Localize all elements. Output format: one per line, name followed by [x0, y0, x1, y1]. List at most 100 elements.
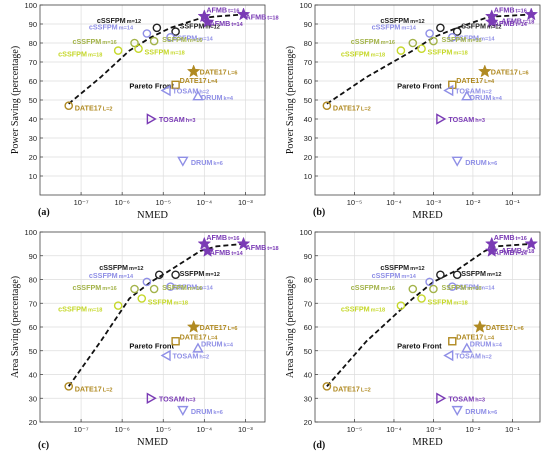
marker-circle	[322, 101, 332, 110]
data-point: SSFPMm=12	[452, 269, 501, 280]
point-label: AFMBt=14	[210, 19, 244, 28]
point-label: cSSFPMm=12	[99, 263, 143, 272]
y-tick-label: 20	[29, 418, 37, 427]
y-tick-label: 30	[304, 394, 312, 403]
point-label: cSSFPMm=12	[380, 16, 424, 25]
data-point: cSSFPMm=14	[372, 271, 434, 287]
point-label: AFMBt=16	[206, 233, 239, 242]
y-tick-label: 90	[29, 20, 37, 29]
marker-triangle-down	[177, 156, 189, 167]
point-label: TOSAMh=3	[448, 394, 485, 403]
point-label: DATE17L=4	[456, 332, 495, 341]
marker-star	[524, 7, 539, 21]
pareto-front-line	[68, 13, 244, 105]
point-label: TOSAMh=2	[455, 352, 492, 361]
point-label: cSSFPMm=18	[58, 50, 102, 59]
data-point: DRUMk=6	[451, 405, 497, 416]
marker-circle	[171, 270, 180, 280]
panel-label: (b)	[313, 207, 325, 218]
x-tick-label: 10⁻⁴	[197, 198, 213, 207]
y-tick-label: 80	[304, 276, 312, 285]
marker-circle	[166, 282, 175, 291]
data-point: cSSFPMm=12	[97, 16, 162, 33]
point-label: AFMBt=18	[501, 246, 534, 255]
marker-circle	[447, 282, 457, 291]
y-axis-title: Area Saving (percentage)	[285, 276, 296, 378]
point-label: DATE17L=2	[75, 104, 113, 113]
point-label: SSFPMm=14	[454, 283, 495, 292]
y-tick-label: 60	[29, 323, 37, 332]
y-tick-label: 90	[304, 20, 312, 29]
point-label: cSSFPMm=14	[372, 23, 417, 32]
point-label: AFMBt=16	[494, 5, 527, 14]
point-label: cSSFPMm=18	[58, 305, 102, 314]
data-point: DATE17L=6	[186, 64, 237, 78]
x-tick-label: 10⁻¹	[505, 198, 520, 207]
marker-circle	[425, 277, 434, 287]
marker-circle	[396, 301, 406, 310]
marker-star	[236, 7, 251, 21]
data-point: TOSAMh=2	[160, 84, 209, 97]
marker-square	[448, 337, 457, 346]
point-label: DRUMk=6	[465, 407, 497, 416]
x-tick-label: 10⁻⁷	[74, 198, 89, 207]
marker-star	[473, 319, 487, 333]
pareto-front-label: Pareto Front	[129, 341, 174, 350]
data-point: TOSAMh=3	[146, 113, 195, 125]
marker-triangle-left	[160, 349, 171, 362]
y-tick-label: 70	[29, 299, 37, 308]
marker-circle	[322, 382, 332, 391]
marker-star	[186, 64, 201, 78]
panel-label: (c)	[38, 440, 49, 451]
marker-star	[200, 14, 215, 28]
y-tick-label: 70	[304, 299, 312, 308]
x-tick-label: 10⁻³	[426, 198, 441, 207]
point-label: cSSFPMm=16	[351, 37, 395, 46]
point-label: SSFPMm=16	[441, 283, 481, 292]
marker-star	[197, 236, 212, 250]
y-axis-title: Power Saving (percentage)	[285, 46, 296, 154]
data-point: DRUMk=4	[461, 90, 503, 102]
marker-triangle-left	[160, 84, 171, 97]
data-point: cSSFPMm=12	[99, 263, 164, 280]
point-label: TOSAMh=2	[172, 87, 209, 96]
pareto-front-label: Pareto Front	[397, 82, 442, 91]
marker-star	[236, 236, 251, 250]
pareto-front-line	[326, 13, 532, 105]
marker-triangle-up	[192, 342, 204, 353]
marker-circle	[436, 23, 445, 33]
point-label: AFMBt=18	[501, 17, 534, 26]
point-label: DATE17L=6	[486, 323, 524, 332]
y-tick-label: 30	[29, 394, 37, 403]
marker-circle	[113, 301, 123, 310]
y-tick-label: 70	[29, 58, 37, 67]
chart-panel-d: 20 30 40 50 60 70 80 90 100 10⁻⁵ 10⁻⁴ 10⁻³ 10⁻² 10⁻¹ M…	[285, 228, 541, 451]
plot-frame	[39, 231, 266, 423]
point-label: DATE17L=6	[200, 323, 238, 332]
data-point: AFMBt=16	[197, 5, 239, 23]
marker-circle	[130, 284, 139, 294]
marker-circle	[408, 284, 418, 294]
x-tick-label: 10⁻²	[466, 425, 481, 434]
point-label: DRUMk=6	[465, 158, 497, 167]
point-label: SSFPMm=18	[148, 298, 188, 307]
data-point: SSFPMm=18	[417, 44, 468, 57]
plot-frame	[314, 231, 541, 423]
data-point: DATE17L=6	[477, 64, 529, 78]
x-axis-title: MRED	[412, 210, 443, 221]
point-label: cSSFPMm=16	[351, 283, 395, 292]
y-tick-label: 40	[304, 371, 312, 380]
point-label: SSFPMm=18	[428, 298, 468, 307]
x-tick-label: 10⁻⁴	[386, 198, 402, 207]
x-tick-label: 10⁻⁶	[114, 198, 129, 207]
marker-triangle-up	[461, 90, 473, 101]
x-axis-title: NMED	[137, 210, 168, 221]
y-tick-label: 50	[304, 347, 312, 356]
chart-panel-b: 10 20 30 40 50 60 70 80 90 100 10⁻⁵ 10⁻⁴ 10⁻³ 10⁻² 10⁻…	[285, 1, 541, 221]
y-tick-label: 20	[304, 153, 312, 162]
data-point: SSFPMm=18	[134, 44, 185, 57]
y-tick-label: 50	[304, 96, 312, 105]
data-point: cSSFPMm=16	[73, 37, 139, 48]
point-label: TOSAMh=2	[172, 352, 209, 361]
y-tick-label: 30	[304, 134, 312, 143]
